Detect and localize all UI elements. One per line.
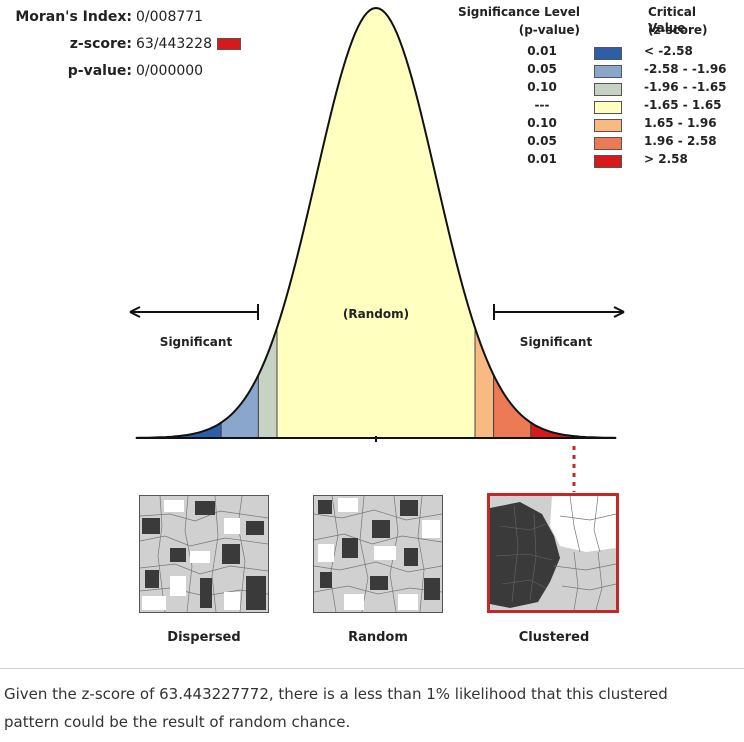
legend-row: 0.01 < -2.58	[430, 44, 740, 62]
curve-zone-4	[474, 327, 495, 439]
statistics-panel: Moran's Index: 0/008771 z-score: 63/443228…	[4, 4, 241, 85]
legend-z-range: -2.58 - -1.96	[644, 62, 727, 76]
clustered-label: Clustered	[518, 630, 590, 645]
legend-swatch	[594, 65, 622, 78]
dispersed-map-graphic	[140, 496, 268, 612]
random-zone-label: (Random)	[343, 307, 409, 321]
random-map-graphic	[314, 496, 442, 612]
random-pattern-map	[313, 495, 443, 613]
normal-distribution-chart: Significant Significant (Random)	[129, 6, 625, 492]
conclusion-text: Given the z-score of 63.443227772, there…	[4, 685, 668, 731]
legend-row: 0.10 -1.96 - -1.65	[430, 80, 740, 98]
curve-zone-2	[257, 327, 278, 439]
left-significant-arrow	[129, 304, 259, 320]
separator-line	[0, 668, 744, 669]
legend-row: 0.10 1.65 - 1.96	[430, 116, 740, 134]
z-score-value: 63/443228	[136, 36, 212, 52]
legend-z-range: -1.65 - 1.65	[644, 98, 722, 112]
z-score-label: z-score:	[69, 36, 132, 52]
right-significant-arrow	[493, 304, 625, 320]
legend-swatch	[594, 47, 622, 60]
dispersed-label: Dispersed	[167, 630, 241, 645]
legend-p-value: 0.05	[527, 134, 557, 148]
legend-row: 0.01 > 2.58	[430, 152, 740, 170]
curve-outline	[135, 6, 617, 439]
legend-z-range: -1.96 - -1.65	[644, 80, 727, 94]
legend-swatch	[594, 155, 622, 168]
legend-p-value: 0.05	[527, 62, 557, 76]
legend-swatch	[594, 119, 622, 132]
legend-z-range: 1.65 - 1.96	[644, 116, 717, 130]
legend-p-value: 0.10	[527, 80, 557, 94]
legend-row: --- -1.65 - 1.65	[430, 98, 740, 116]
legend-swatch	[594, 83, 622, 96]
z-score-subheader: (z-score)	[648, 23, 708, 37]
p-value-value: 0/000000	[136, 63, 204, 79]
critical-value-header: Critical Value	[648, 5, 697, 35]
clustered-map-graphic	[490, 496, 616, 610]
legend-z-range: 1.96 - 2.58	[644, 134, 717, 148]
curve-zone-3	[276, 7, 476, 439]
morans-index-row: Moran's Index: 0/008771	[4, 4, 241, 31]
legend-p-value: 0.01	[527, 44, 557, 58]
random-label: Random	[348, 630, 408, 645]
legend-p-value: 0.10	[527, 116, 557, 130]
morans-index-value: 0/008771	[136, 9, 204, 25]
legend-z-range: < -2.58	[644, 44, 693, 58]
morans-index-label: Moran's Index:	[15, 9, 132, 25]
legend-swatch	[594, 101, 622, 114]
z-score-row: z-score: 63/443228	[4, 31, 241, 58]
left-significant-label: Significant	[160, 335, 233, 349]
p-value-row: p-value: 0/000000	[4, 58, 241, 85]
significance-level-header: Significance Level	[458, 5, 580, 19]
right-significant-label: Significant	[520, 335, 593, 349]
dispersed-pattern-map	[139, 495, 269, 613]
legend-p-value: ---	[534, 98, 550, 112]
p-value-label: p-value:	[67, 63, 132, 79]
legend-p-value: 0.01	[527, 152, 557, 166]
z-score-swatch	[216, 38, 241, 50]
legend-swatch	[594, 137, 622, 150]
legend-row: 0.05 -2.58 - -1.96	[430, 62, 740, 80]
clustered-pattern-map	[487, 493, 619, 613]
legend-row: 0.05 1.96 - 2.58	[430, 134, 740, 152]
legend-rows: 0.01 < -2.58 0.05 -2.58 - -1.96 0.10 -1.96 - …	[430, 44, 740, 170]
p-value-subheader: (p-value)	[518, 23, 580, 37]
legend-z-range: > 2.58	[644, 152, 688, 166]
